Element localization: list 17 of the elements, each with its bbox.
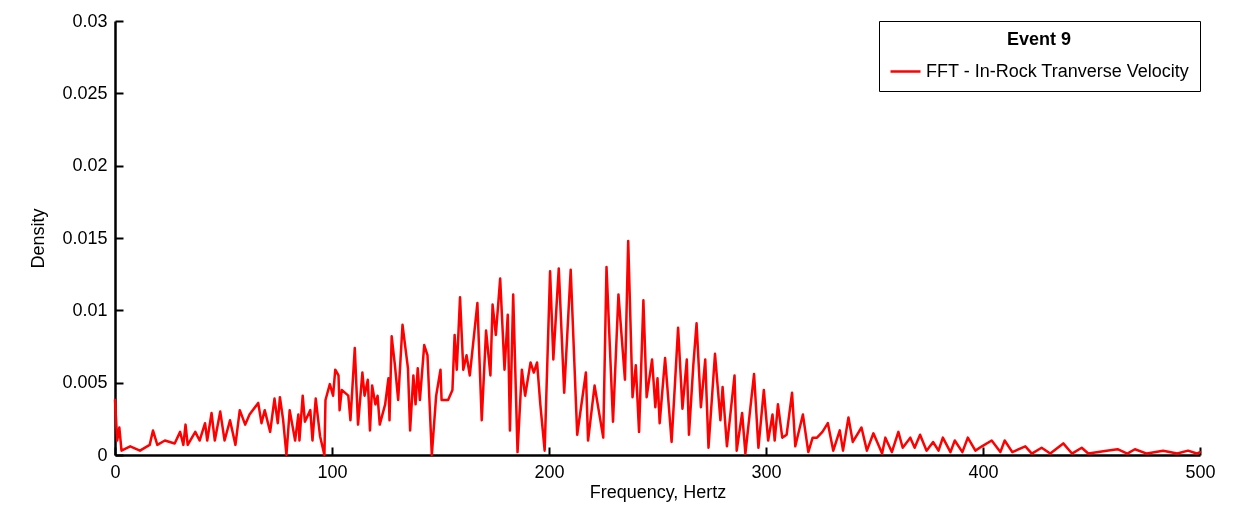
x-axis-title: Frequency, Hertz — [589, 481, 727, 502]
legend-label: FFT - In-Rock Tranverse Velocity — [926, 60, 1189, 81]
x-tick-label: 100 — [317, 461, 348, 482]
y-tick-label: 0.025 — [62, 82, 108, 103]
y-tick-label: 0.02 — [72, 155, 108, 176]
x-tick-label: 200 — [534, 461, 565, 482]
x-tick-label: 300 — [751, 461, 782, 482]
x-tick-label: 400 — [968, 461, 999, 482]
y-tick-label: 0 — [97, 444, 108, 465]
legend-title: Event 9 — [1006, 29, 1072, 49]
x-tick-label: 0 — [110, 461, 121, 482]
y-tick-label: 0.015 — [62, 227, 108, 248]
y-tick-label: 0.005 — [62, 372, 108, 393]
y-tick-label: 0.03 — [72, 10, 108, 31]
y-axis-title: Density — [28, 208, 49, 269]
x-tick-label: 500 — [1185, 461, 1216, 482]
y-tick-label: 0.01 — [72, 299, 108, 320]
